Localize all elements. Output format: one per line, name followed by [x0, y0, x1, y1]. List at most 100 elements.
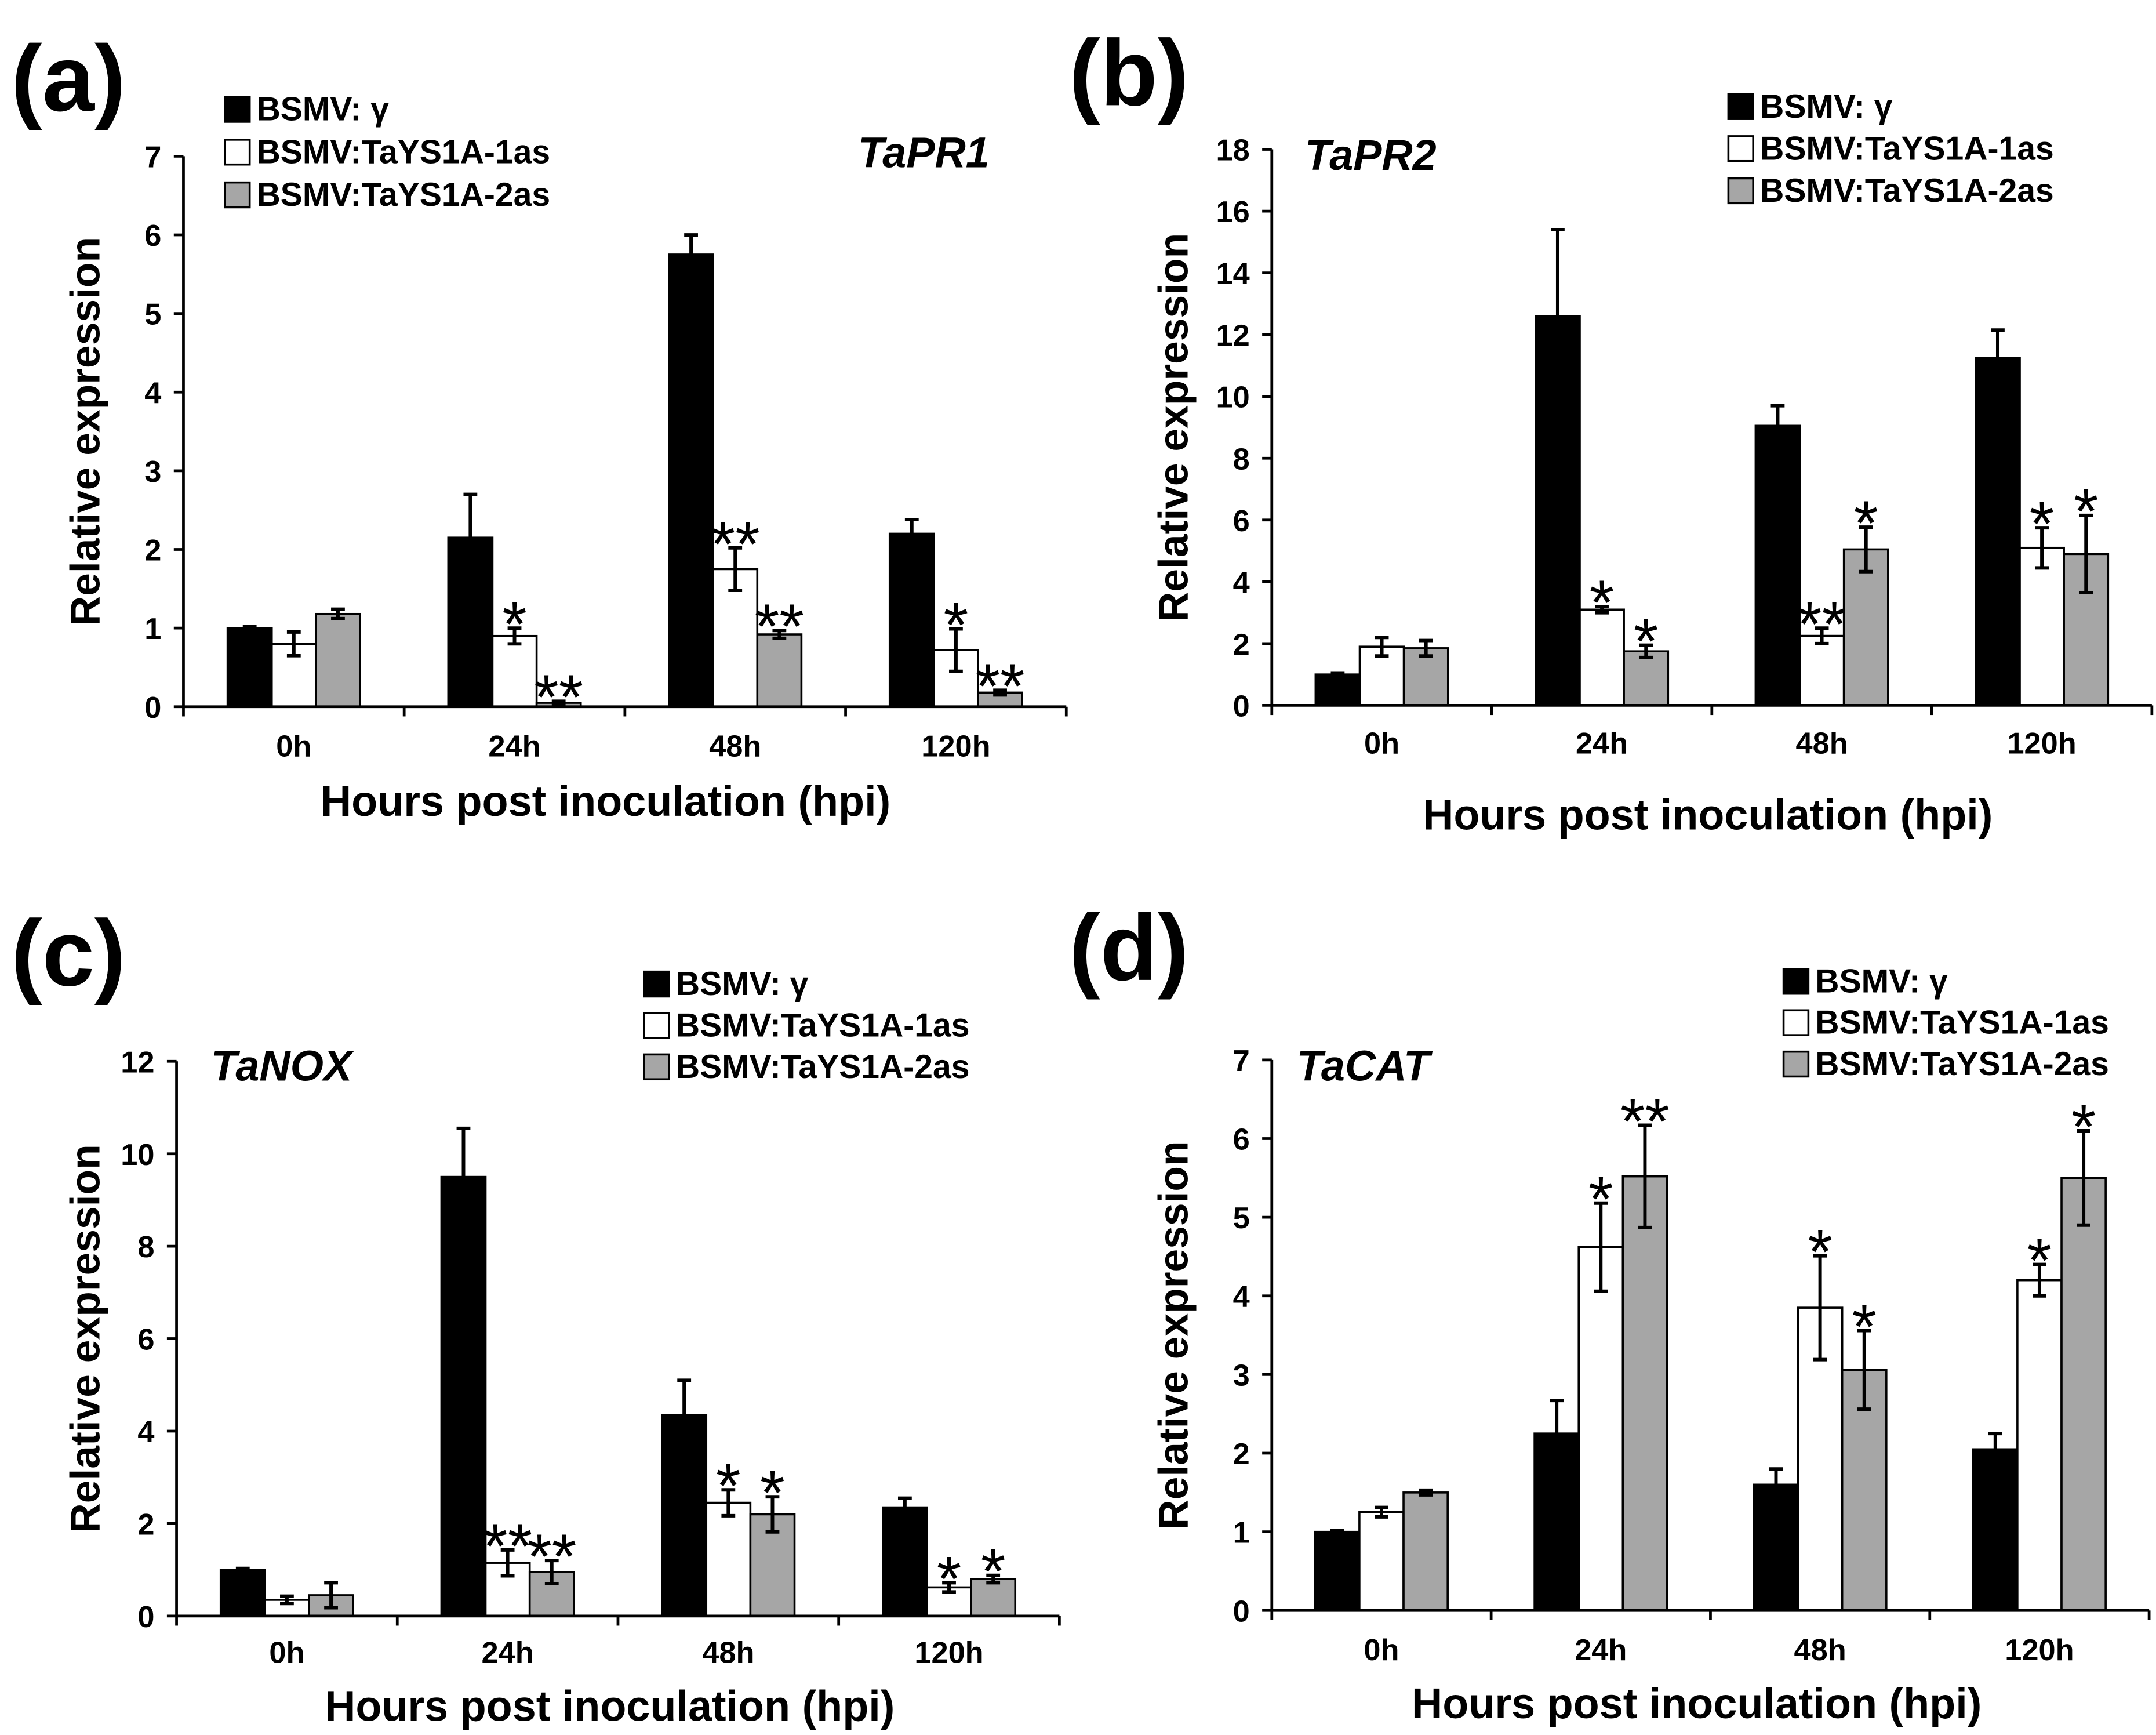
legend-swatch — [1727, 93, 1755, 120]
y-tick-label: 4 — [137, 1415, 154, 1449]
x-tick-label: 48h — [1796, 727, 1848, 761]
y-tick-label: 14 — [1216, 257, 1250, 291]
significance-marker: * — [2074, 477, 2099, 547]
error-bar — [677, 1378, 692, 1451]
x-axis-title: Hours post inoculation (hpi) — [1412, 1679, 1982, 1727]
legend-label: BSMV:TaYS1A-1as — [257, 133, 551, 170]
error-bar — [1330, 1528, 1344, 1536]
y-tick-label: 2 — [137, 1508, 154, 1541]
legend-swatch — [643, 970, 670, 998]
bar — [226, 627, 273, 708]
x-tick-label: 48h — [1794, 1634, 1846, 1667]
y-axis-title: Relative expression — [1151, 233, 1197, 622]
y-tick-label: 7 — [1233, 1044, 1250, 1078]
error-bar — [1550, 1399, 1564, 1469]
x-tick-label: 120h — [2007, 727, 2076, 761]
error-bar — [280, 1594, 294, 1606]
x-axis-title: Hours post inoculation (hpi) — [325, 1682, 895, 1730]
x-tick-label: 0h — [1364, 727, 1399, 761]
error-bar — [1988, 1432, 2002, 1467]
significance-marker: * — [716, 1451, 741, 1522]
y-tick-label: 6 — [144, 219, 161, 253]
error-bar — [551, 699, 566, 706]
significance-marker: * — [937, 1544, 962, 1614]
legend-label: BSMV: γ — [1815, 963, 1948, 1000]
significance-marker: * — [1590, 568, 1615, 638]
x-tick-label: 0h — [269, 1636, 304, 1670]
significance-marker: * — [2071, 1092, 2096, 1163]
legend-swatch — [224, 181, 251, 209]
y-tick-label: 6 — [1233, 1123, 1250, 1157]
error-bar — [331, 607, 345, 620]
significance-marker: ** — [534, 662, 583, 733]
chart-title: TaCAT — [1297, 1042, 1433, 1090]
error-bar — [1769, 1467, 1783, 1502]
error-bar — [463, 492, 478, 583]
bar — [1314, 673, 1361, 707]
error-bar — [456, 1126, 471, 1228]
legend-swatch — [1782, 1009, 1810, 1036]
y-tick-label: 10 — [121, 1138, 154, 1172]
y-tick-label: 3 — [1233, 1359, 1250, 1392]
x-tick-label: 0h — [1364, 1634, 1399, 1667]
y-tick-label: 6 — [1233, 504, 1250, 538]
significance-marker: * — [1852, 1291, 1877, 1362]
chart-title: TaPR2 — [1305, 131, 1437, 179]
y-tick-label: 12 — [121, 1046, 154, 1079]
error-bar — [324, 1581, 338, 1610]
x-tick-label: 48h — [702, 1636, 754, 1670]
y-tick-label: 0 — [1233, 689, 1250, 723]
bar — [1972, 1448, 2019, 1612]
legend: BSMV: γ BSMV:TaYS1A-1as BSMV:TaYS1A-2as — [1782, 963, 2109, 1083]
legend-swatch — [1727, 135, 1755, 162]
error-bar — [1419, 1488, 1433, 1497]
error-bar — [728, 546, 743, 593]
error-bar — [1815, 626, 1829, 645]
legend-swatch — [643, 1053, 670, 1081]
legend-label: BSMV: γ — [676, 965, 809, 1003]
error-bar — [1813, 1254, 1827, 1362]
error-bar — [1419, 638, 1433, 658]
error-bar — [1857, 1329, 1871, 1411]
significance-marker: * — [1588, 1164, 1613, 1235]
error-bar — [507, 626, 522, 646]
error-bar — [2077, 1129, 2090, 1227]
bar — [1402, 1491, 1449, 1612]
bar — [1753, 1483, 1799, 1612]
y-tick-label: 10 — [1216, 381, 1250, 415]
legend-label: BSMV:TaYS1A-2as — [257, 176, 551, 213]
error-bar — [1375, 636, 1389, 658]
bar — [1754, 424, 1801, 707]
error-bar — [286, 630, 301, 658]
y-tick-label: 8 — [137, 1231, 154, 1264]
bar — [1358, 1511, 1405, 1612]
error-bar — [684, 233, 698, 276]
error-bar — [721, 1488, 736, 1518]
significance-marker: * — [1634, 606, 1659, 677]
error-bar — [1551, 228, 1565, 405]
legend: BSMV: γ BSMV:TaYS1A-1as BSMV:TaYS1A-2as — [643, 965, 970, 1086]
significance-marker: * — [2027, 1225, 2052, 1296]
y-tick-label: 3 — [144, 455, 161, 489]
bar — [888, 532, 935, 708]
legend-label: BSMV:TaYS1A-2as — [676, 1048, 970, 1086]
x-tick-label: 0h — [276, 729, 311, 763]
error-bar — [235, 1566, 250, 1573]
error-bar — [897, 1496, 912, 1519]
y-tick-label: 6 — [137, 1323, 154, 1357]
y-tick-label: 0 — [137, 1600, 154, 1634]
bar — [1621, 1175, 1668, 1612]
legend-label: BSMV:TaYS1A-2as — [1815, 1046, 2109, 1083]
significance-marker: ** — [527, 1522, 576, 1592]
error-bar — [1638, 1123, 1652, 1229]
significance-marker: * — [2030, 489, 2055, 560]
y-tick-label: 0 — [144, 691, 161, 725]
x-tick-label: 48h — [709, 729, 761, 763]
x-tick-label: 24h — [1575, 1634, 1627, 1667]
bar — [219, 1569, 266, 1617]
legend: BSMV: γ BSMV:TaYS1A-1as BSMV:TaYS1A-2as — [224, 91, 551, 213]
